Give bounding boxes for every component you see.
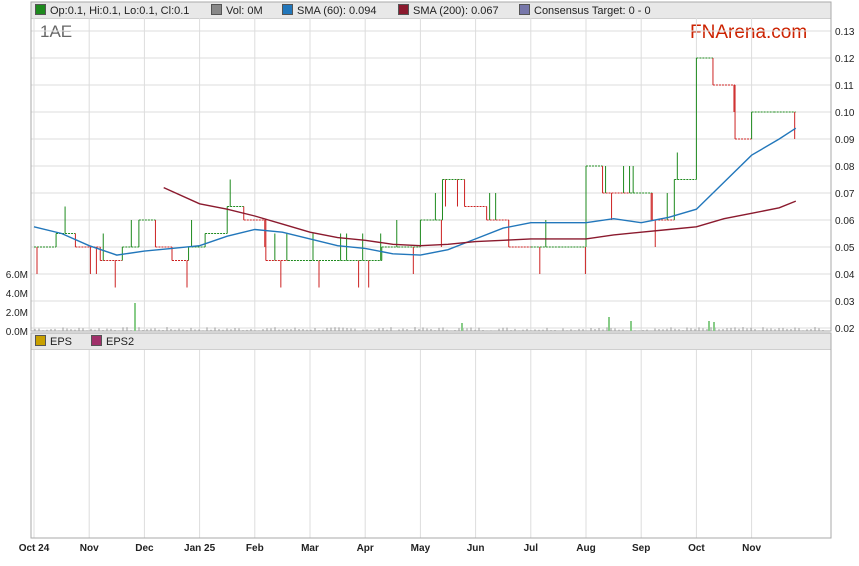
volume-tick-label: 2.0M [6, 308, 28, 319]
legend-swatch [211, 4, 222, 15]
x-tick-label: Dec [135, 543, 154, 554]
y-tick-label: 0.02 [835, 324, 855, 335]
x-tick-label: Jan 25 [184, 543, 216, 554]
legend-item-volume: Vol: 0M [211, 4, 263, 17]
price-steps [34, 57, 796, 288]
legend-item-ohlc: Op:0.1, Hi:0.1, Lo:0.1, Cl:0.1 [35, 4, 189, 17]
y-tick-label: 0.09 [835, 135, 855, 146]
volume-bars [34, 303, 824, 331]
price-legend-bar: Op:0.1, Hi:0.1, Lo:0.1, Cl:0.1 Vol: 0M S… [31, 2, 831, 19]
x-tick-label: Oct 24 [19, 543, 50, 554]
legend-swatch [91, 335, 102, 346]
x-axis: Oct 24 Nov Dec Jan 25 Feb Mar Apr May Jun Jul Aug S… [19, 543, 762, 554]
legend-item-sma60: SMA (60): 0.094 [282, 4, 377, 17]
legend-item-eps: EPS [35, 335, 72, 348]
y-tick-label: 0.11 [835, 81, 854, 92]
sma60-line [33, 127, 797, 256]
legend-swatch [35, 335, 46, 346]
x-tick-label: Jun [467, 543, 485, 554]
eps-legend-bar: EPS EPS2 [31, 333, 831, 350]
volume-axis: 6.0M 4.0M 2.0M 0.0M [6, 270, 28, 338]
brand-logo: FNArena.com [690, 22, 808, 43]
volume-tick-label: 4.0M [6, 289, 28, 300]
y-tick-label: 0.03 [835, 297, 855, 308]
x-tick-label: Apr [357, 543, 374, 554]
volume-tick-label: 0.0M [6, 327, 28, 338]
legend-item-sma200: SMA (200): 0.067 [398, 4, 499, 17]
y-tick-label: 0.13 [835, 27, 855, 38]
x-tick-label: May [411, 543, 431, 554]
x-tick-label: Aug [576, 543, 595, 554]
sma200-line [163, 186, 797, 247]
legend-item-consensus: Consensus Target: 0 - 0 [519, 4, 651, 17]
y-tick-label: 0.10 [835, 108, 855, 119]
y-tick-label: 0.05 [835, 243, 855, 254]
legend-item-eps2: EPS2 [91, 335, 134, 348]
legend-swatch [519, 4, 530, 15]
volume-tick-label: 6.0M [6, 270, 28, 281]
x-tick-label: Mar [301, 543, 319, 554]
x-tick-label: Feb [246, 543, 264, 554]
y-axis: 0.13 0.12 0.11 0.10 0.09 0.08 0.07 0.06 0.05 0.04… [835, 27, 855, 335]
x-tick-label: Oct [688, 543, 705, 554]
sma-lines [33, 127, 797, 256]
x-tick-label: Jul [524, 543, 539, 554]
x-tick-label: Nov [742, 543, 761, 554]
y-tick-label: 0.08 [835, 162, 855, 173]
legend-swatch [282, 4, 293, 15]
eps-panel-frame [30, 332, 832, 539]
x-tick-label: Sep [632, 543, 650, 554]
y-tick-label: 0.12 [835, 54, 855, 65]
legend-swatch [398, 4, 409, 15]
y-tick-label: 0.06 [835, 216, 855, 227]
y-tick-label: 0.04 [835, 270, 855, 281]
x-tick-label: Nov [80, 543, 99, 554]
legend-swatch [35, 4, 46, 15]
y-tick-label: 0.07 [835, 189, 855, 200]
grid-lines [31, 18, 831, 538]
